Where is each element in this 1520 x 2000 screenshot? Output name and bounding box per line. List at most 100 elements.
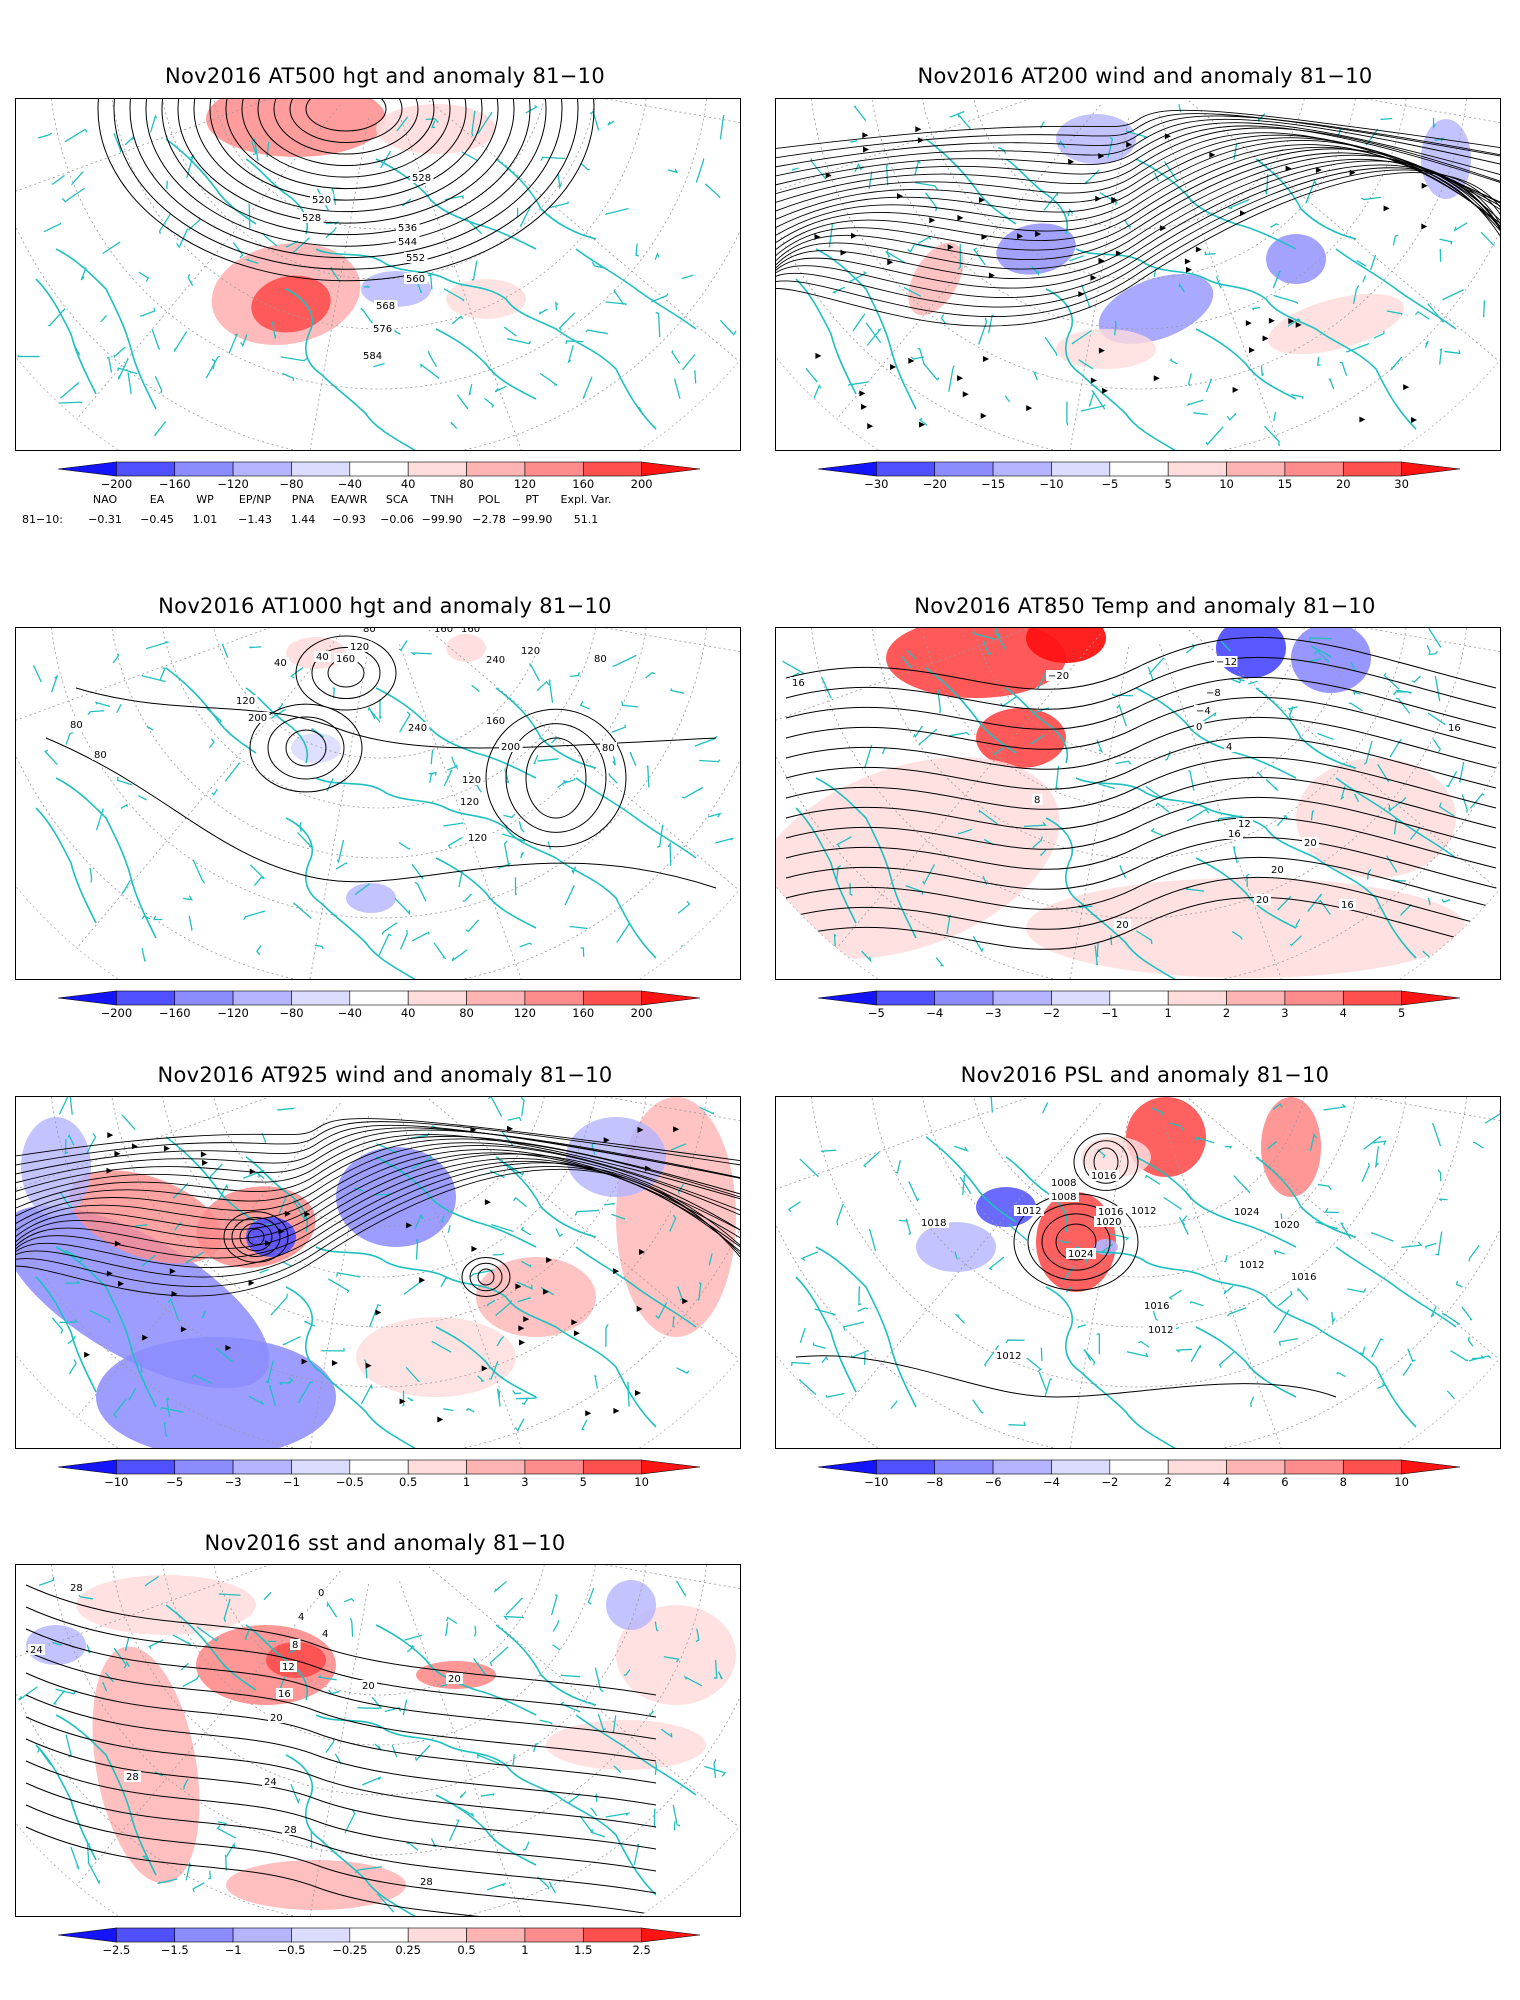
border-line	[1175, 1348, 1193, 1353]
stream-arrow	[118, 1280, 125, 1287]
contour-label-bg	[320, 1628, 331, 1639]
colorbar-swatch	[349, 461, 409, 477]
colorbar-tick-label: 80	[459, 477, 474, 491]
border-line	[1033, 371, 1038, 381]
colorbar-tick-label: −4	[926, 1006, 944, 1020]
contour-line	[1055, 1223, 1097, 1261]
border-line	[1084, 169, 1100, 185]
contour-label: 120	[458, 796, 482, 808]
border-line	[102, 241, 121, 255]
border-line	[654, 1762, 657, 1775]
border-line	[982, 875, 988, 886]
contour-label-bg	[1046, 670, 1070, 681]
meridian-line	[426, 628, 740, 892]
border-line	[533, 754, 539, 765]
border-line	[849, 271, 868, 283]
border-line	[253, 876, 262, 886]
colorbar-swatch	[524, 1459, 584, 1475]
contour-label-text: 12	[1238, 819, 1251, 830]
border-line	[914, 159, 921, 176]
border-line	[427, 273, 433, 290]
border-line	[678, 1183, 684, 1195]
contour-line	[75, 687, 717, 749]
border-line	[1119, 865, 1127, 879]
contour-label-bg	[410, 172, 434, 183]
border-line	[1439, 238, 1453, 245]
map-z500: 520 528 528 536 544 552 560 568 576 584	[15, 98, 741, 451]
border-line	[948, 365, 955, 392]
border-line	[814, 1308, 836, 1316]
border-line	[565, 340, 584, 345]
colorbar-tick-label: 0.5	[399, 1475, 418, 1489]
border-line	[835, 865, 842, 882]
border-line	[890, 1400, 898, 1410]
border-line	[683, 1675, 703, 1687]
border-line	[908, 1181, 920, 1202]
contour-label: 120	[519, 645, 543, 657]
border-line	[469, 1269, 494, 1278]
anomaly-shading	[1261, 1097, 1321, 1197]
contour-line	[223, 1211, 289, 1263]
border-line	[1224, 1145, 1233, 1149]
border-line	[428, 771, 437, 776]
latitude-circle	[213, 1565, 545, 1696]
colorbar-swatch	[1284, 1459, 1344, 1475]
border-line	[1066, 401, 1069, 426]
index-value: 51.1	[573, 513, 599, 526]
contour-label: 8	[1032, 794, 1043, 806]
stream-arrow	[1035, 231, 1042, 238]
coastline	[925, 1136, 1017, 1223]
coastline	[1075, 777, 1417, 959]
border-line	[378, 933, 392, 956]
contour-label-text: 16	[1448, 723, 1461, 734]
border-line	[458, 1806, 475, 1818]
border-line	[1372, 1140, 1387, 1146]
coastline	[1005, 1156, 1068, 1233]
contour-label-bg	[361, 350, 385, 361]
border-line	[487, 1097, 503, 1118]
border-line	[1388, 804, 1391, 812]
contour-label: −20	[1046, 670, 1070, 682]
contour-label-bg	[1089, 1170, 1119, 1181]
border-line	[59, 1319, 78, 1324]
contour-label-text: 20	[1271, 865, 1284, 876]
border-line	[1190, 1344, 1202, 1363]
border-line	[550, 1594, 558, 1616]
contour-label: 20	[1302, 837, 1319, 849]
border-line	[1188, 769, 1195, 791]
stream-arrow	[585, 1410, 592, 1417]
border-line	[1038, 1371, 1048, 1392]
contour-label: 16	[276, 1688, 293, 1700]
contour-label-bg	[1049, 1191, 1079, 1202]
border-line	[842, 1321, 865, 1331]
contour-label-text: 240	[408, 723, 427, 734]
border-line	[1029, 734, 1045, 744]
contour-line	[239, 1222, 273, 1252]
contour-label-text: 80	[94, 750, 107, 761]
border-line	[1065, 1286, 1072, 1293]
border-line	[1346, 343, 1370, 353]
stream-arrow	[201, 1159, 208, 1166]
border-line	[812, 1342, 826, 1349]
border-line	[1371, 1231, 1394, 1242]
coastline	[1045, 817, 1176, 979]
border-line	[228, 333, 238, 354]
contour-label-bg	[600, 742, 617, 753]
border-line	[1138, 1340, 1150, 1348]
border-line	[431, 120, 436, 129]
index-header: EA/WR	[330, 493, 368, 506]
contour-label-bg	[519, 645, 543, 656]
contour-label: 1016	[1089, 1170, 1119, 1182]
contour-label-bg	[262, 1776, 279, 1787]
stream-arrow	[1184, 258, 1191, 265]
stream-arrow	[637, 1126, 644, 1133]
border-line	[1044, 336, 1058, 356]
contour-line	[25, 1738, 657, 1850]
border-line	[574, 1209, 600, 1216]
latitude-circle	[213, 628, 545, 759]
border-line	[216, 1824, 237, 1839]
contour-label-text: 24	[264, 1777, 277, 1788]
colorbar-svg	[57, 1927, 701, 1943]
border-line	[414, 1213, 424, 1230]
stream-arrow	[957, 214, 964, 221]
